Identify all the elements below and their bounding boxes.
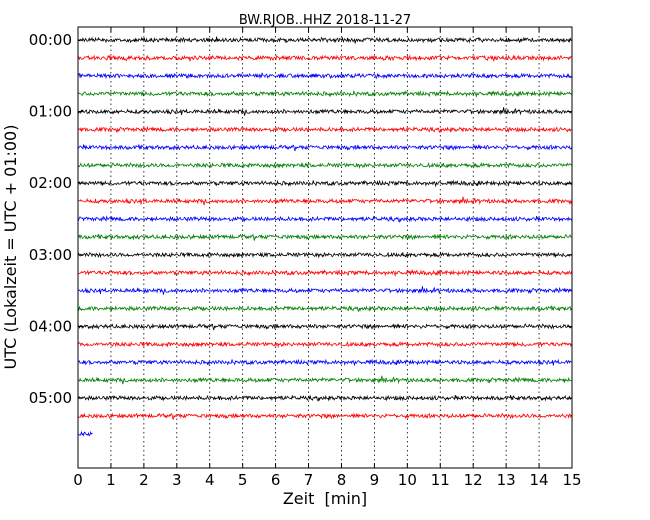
trace-line (77, 144, 572, 152)
trace-line (77, 161, 572, 170)
x-grid (110, 27, 540, 468)
trace-line (77, 90, 572, 98)
y-tick-label: 04:00 (29, 317, 72, 335)
x-tick-label: 8 (337, 471, 347, 489)
trace-line (77, 251, 572, 259)
x-tick-label: 5 (238, 471, 248, 489)
x-tick-label: 13 (497, 471, 516, 489)
x-tick-label: 2 (139, 471, 149, 489)
y-tick-label: 05:00 (29, 389, 72, 407)
y-axis-label: UTC (Lokalzeit = UTC + 01:00) (1, 125, 20, 370)
trace-line (77, 269, 572, 277)
trace-line (77, 196, 572, 206)
x-tick-label: 3 (172, 471, 182, 489)
trace-line (77, 125, 572, 134)
trace-line (77, 430, 93, 437)
x-axis-label: Zeit [min] (283, 489, 367, 508)
trace-line (77, 323, 572, 331)
y-tick-label: 02:00 (29, 174, 72, 192)
trace-line (77, 394, 572, 402)
x-tick-label: 1 (106, 471, 116, 489)
x-tick-label: 7 (304, 471, 314, 489)
trace-line (77, 286, 572, 295)
trace-line (77, 305, 572, 313)
x-tick-label: 0 (73, 471, 83, 489)
trace-line (77, 412, 572, 420)
trace-line (77, 54, 572, 62)
plot-frame (77, 26, 573, 469)
x-tick-label: 12 (464, 471, 483, 489)
chart-title: BW.RJOB..HHZ 2018-11-27 (239, 13, 411, 28)
trace-line (77, 340, 572, 349)
x-tick-label: 6 (271, 471, 281, 489)
x-tick-label: 10 (398, 471, 417, 489)
y-tick-label: 03:00 (29, 246, 72, 264)
trace-line (77, 179, 572, 188)
trace-line (77, 358, 572, 367)
trace-line (77, 375, 572, 385)
trace-line (77, 233, 572, 241)
y-tick-label: 00:00 (29, 31, 72, 49)
x-tick-label: 15 (562, 471, 581, 489)
x-tick-label: 11 (431, 471, 450, 489)
x-tick-label: 14 (530, 471, 549, 489)
x-tick-label: 9 (370, 471, 380, 489)
y-tick-label: 01:00 (29, 103, 72, 121)
seismic-traces (77, 36, 572, 437)
trace-line (77, 215, 572, 223)
y-axis-ticks: 00:00 01:00 02:00 03:00 04:00 05:00 (29, 31, 572, 407)
x-axis-ticks: 0 1 2 3 4 5 6 7 8 9 10 11 12 13 14 15 (73, 27, 582, 489)
x-tick-label: 4 (205, 471, 215, 489)
trace-line (77, 72, 572, 80)
trace-line (77, 107, 572, 116)
trace-line (77, 36, 572, 44)
